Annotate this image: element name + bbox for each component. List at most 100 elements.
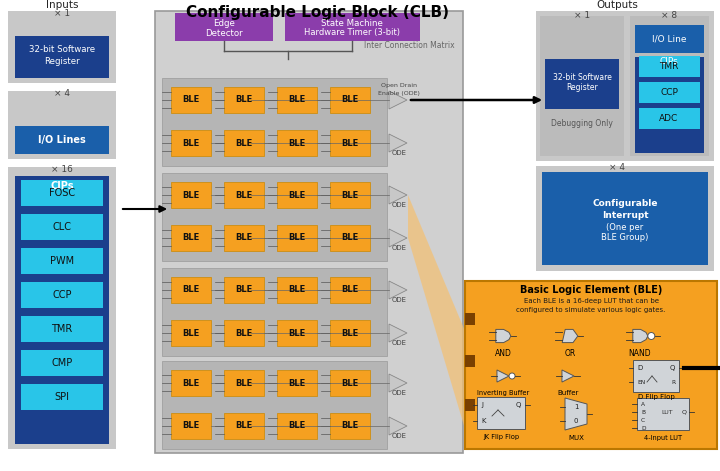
Text: BLE: BLE xyxy=(182,96,199,105)
Text: × 16: × 16 xyxy=(51,165,73,174)
Text: CIPs: CIPs xyxy=(50,181,73,191)
FancyBboxPatch shape xyxy=(330,87,370,113)
Text: BLE: BLE xyxy=(289,138,305,147)
FancyBboxPatch shape xyxy=(330,320,370,346)
Text: BLE: BLE xyxy=(341,328,359,338)
Text: D: D xyxy=(637,365,642,371)
Text: NAND: NAND xyxy=(629,349,652,358)
Text: ODE: ODE xyxy=(392,150,407,156)
FancyBboxPatch shape xyxy=(536,11,714,161)
Text: Inverting Buffer: Inverting Buffer xyxy=(477,390,529,396)
FancyBboxPatch shape xyxy=(224,130,264,156)
Polygon shape xyxy=(496,329,510,342)
FancyBboxPatch shape xyxy=(21,180,103,206)
Text: LUT: LUT xyxy=(661,409,672,414)
FancyBboxPatch shape xyxy=(162,361,387,449)
Polygon shape xyxy=(562,370,574,382)
FancyBboxPatch shape xyxy=(277,130,317,156)
FancyBboxPatch shape xyxy=(15,176,109,444)
Text: BLE: BLE xyxy=(341,190,359,200)
Text: Each BLE is a 16-deep LUT that can be: Each BLE is a 16-deep LUT that can be xyxy=(523,298,659,304)
Text: Buffer: Buffer xyxy=(557,390,579,396)
Text: ODE: ODE xyxy=(392,297,407,303)
FancyBboxPatch shape xyxy=(224,87,264,113)
Text: BLE: BLE xyxy=(289,328,305,338)
FancyBboxPatch shape xyxy=(21,282,103,308)
Text: Enable (ODE): Enable (ODE) xyxy=(378,90,420,96)
Text: State Machine: State Machine xyxy=(321,18,383,27)
Text: PWM: PWM xyxy=(50,256,74,266)
FancyBboxPatch shape xyxy=(277,413,317,439)
Text: Inter Connection Matrix: Inter Connection Matrix xyxy=(364,41,455,49)
Text: TMR: TMR xyxy=(51,324,73,334)
Circle shape xyxy=(509,373,515,379)
Text: BLE: BLE xyxy=(235,190,253,200)
Text: BLE: BLE xyxy=(341,422,359,430)
Text: BLE: BLE xyxy=(289,422,305,430)
Text: CLC: CLC xyxy=(53,222,71,232)
FancyBboxPatch shape xyxy=(635,57,704,153)
FancyBboxPatch shape xyxy=(277,370,317,396)
Text: BLE: BLE xyxy=(235,96,253,105)
Text: Outputs: Outputs xyxy=(596,0,638,10)
Polygon shape xyxy=(408,195,465,429)
Text: BLE: BLE xyxy=(235,422,253,430)
FancyBboxPatch shape xyxy=(477,397,525,429)
Text: BLE: BLE xyxy=(182,379,199,388)
Text: BLE: BLE xyxy=(289,285,305,294)
FancyBboxPatch shape xyxy=(637,398,689,430)
Text: BLE: BLE xyxy=(235,379,253,388)
FancyBboxPatch shape xyxy=(540,16,624,156)
FancyBboxPatch shape xyxy=(171,370,211,396)
FancyBboxPatch shape xyxy=(545,59,619,109)
Text: CCP: CCP xyxy=(660,88,678,97)
Polygon shape xyxy=(389,324,407,342)
Text: Q: Q xyxy=(682,409,687,414)
Text: 4-Input LUT: 4-Input LUT xyxy=(644,435,682,441)
FancyBboxPatch shape xyxy=(277,277,317,303)
Text: SPI: SPI xyxy=(55,392,70,402)
Text: CCP: CCP xyxy=(53,290,72,300)
Text: BLE: BLE xyxy=(289,96,305,105)
FancyBboxPatch shape xyxy=(330,277,370,303)
FancyBboxPatch shape xyxy=(21,214,103,240)
Text: 32-bit Software: 32-bit Software xyxy=(29,46,95,55)
FancyBboxPatch shape xyxy=(224,182,264,208)
Text: BLE: BLE xyxy=(235,285,253,294)
Text: BLE: BLE xyxy=(235,138,253,147)
Text: × 4: × 4 xyxy=(54,89,70,98)
Text: BLE: BLE xyxy=(182,285,199,294)
Polygon shape xyxy=(497,370,509,382)
Text: J: J xyxy=(481,402,483,408)
FancyBboxPatch shape xyxy=(277,87,317,113)
Polygon shape xyxy=(389,186,407,204)
Text: Open Drain: Open Drain xyxy=(381,83,417,89)
Text: Interrupt: Interrupt xyxy=(602,211,648,219)
FancyBboxPatch shape xyxy=(224,277,264,303)
FancyBboxPatch shape xyxy=(171,320,211,346)
FancyBboxPatch shape xyxy=(21,384,103,410)
Text: ODE: ODE xyxy=(392,340,407,346)
Text: K: K xyxy=(481,418,485,424)
Text: R: R xyxy=(671,380,675,384)
Text: 1: 1 xyxy=(574,404,578,410)
Polygon shape xyxy=(565,398,587,430)
Text: B: B xyxy=(641,409,645,414)
Text: BLE: BLE xyxy=(341,138,359,147)
Text: BLE: BLE xyxy=(341,379,359,388)
Text: Register: Register xyxy=(44,57,80,65)
Text: BLE: BLE xyxy=(341,96,359,105)
Text: CIPs: CIPs xyxy=(660,57,678,65)
FancyBboxPatch shape xyxy=(465,355,475,367)
Text: BLE: BLE xyxy=(182,190,199,200)
Text: MUX: MUX xyxy=(568,435,584,441)
FancyBboxPatch shape xyxy=(171,182,211,208)
FancyBboxPatch shape xyxy=(639,108,700,129)
FancyBboxPatch shape xyxy=(330,225,370,251)
Text: Debugging Only: Debugging Only xyxy=(551,119,613,128)
Text: BLE: BLE xyxy=(235,328,253,338)
Text: ODE: ODE xyxy=(392,433,407,439)
Text: BLE Group): BLE Group) xyxy=(601,234,649,243)
FancyBboxPatch shape xyxy=(277,225,317,251)
FancyBboxPatch shape xyxy=(224,370,264,396)
